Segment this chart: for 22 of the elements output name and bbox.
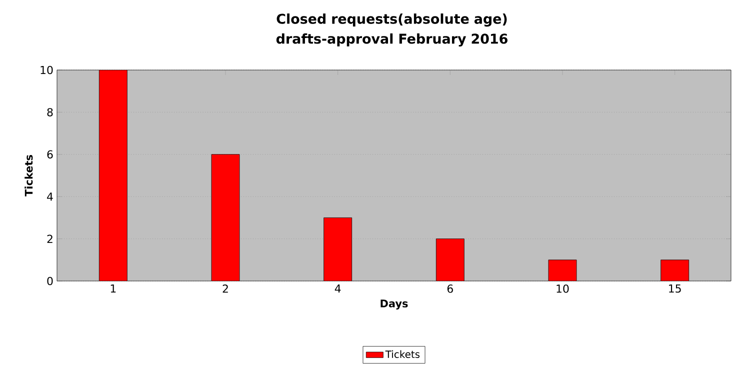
x-axis-title: Days [380,300,408,310]
x-tick-label: 1 [110,284,116,293]
y-tick-label: 0 [47,276,53,286]
y-tick-label: 4 [47,192,53,201]
y-tick-label: 10 [40,66,53,74]
y-axis-title: Tickets [24,155,33,196]
bar [324,218,352,281]
bar [660,260,690,281]
chart-title: Closed requests(absolute age) drafts-approval February 2016 [276,13,508,47]
bar [98,70,128,281]
x-tick-label: 15 [669,284,681,293]
y-tick-label: 8 [47,108,53,116]
y-tick-label: 6 [47,150,53,159]
y-tick-label: 2 [47,234,52,243]
bar [436,238,464,281]
x-tick-label: 4 [334,284,341,293]
bar [211,154,240,281]
x-tick-label: 6 [447,284,453,293]
legend-label: Tickets [385,350,420,358]
x-tick-label: 10 [556,284,569,293]
bar [548,260,577,281]
x-tick-label: 2 [222,284,228,293]
